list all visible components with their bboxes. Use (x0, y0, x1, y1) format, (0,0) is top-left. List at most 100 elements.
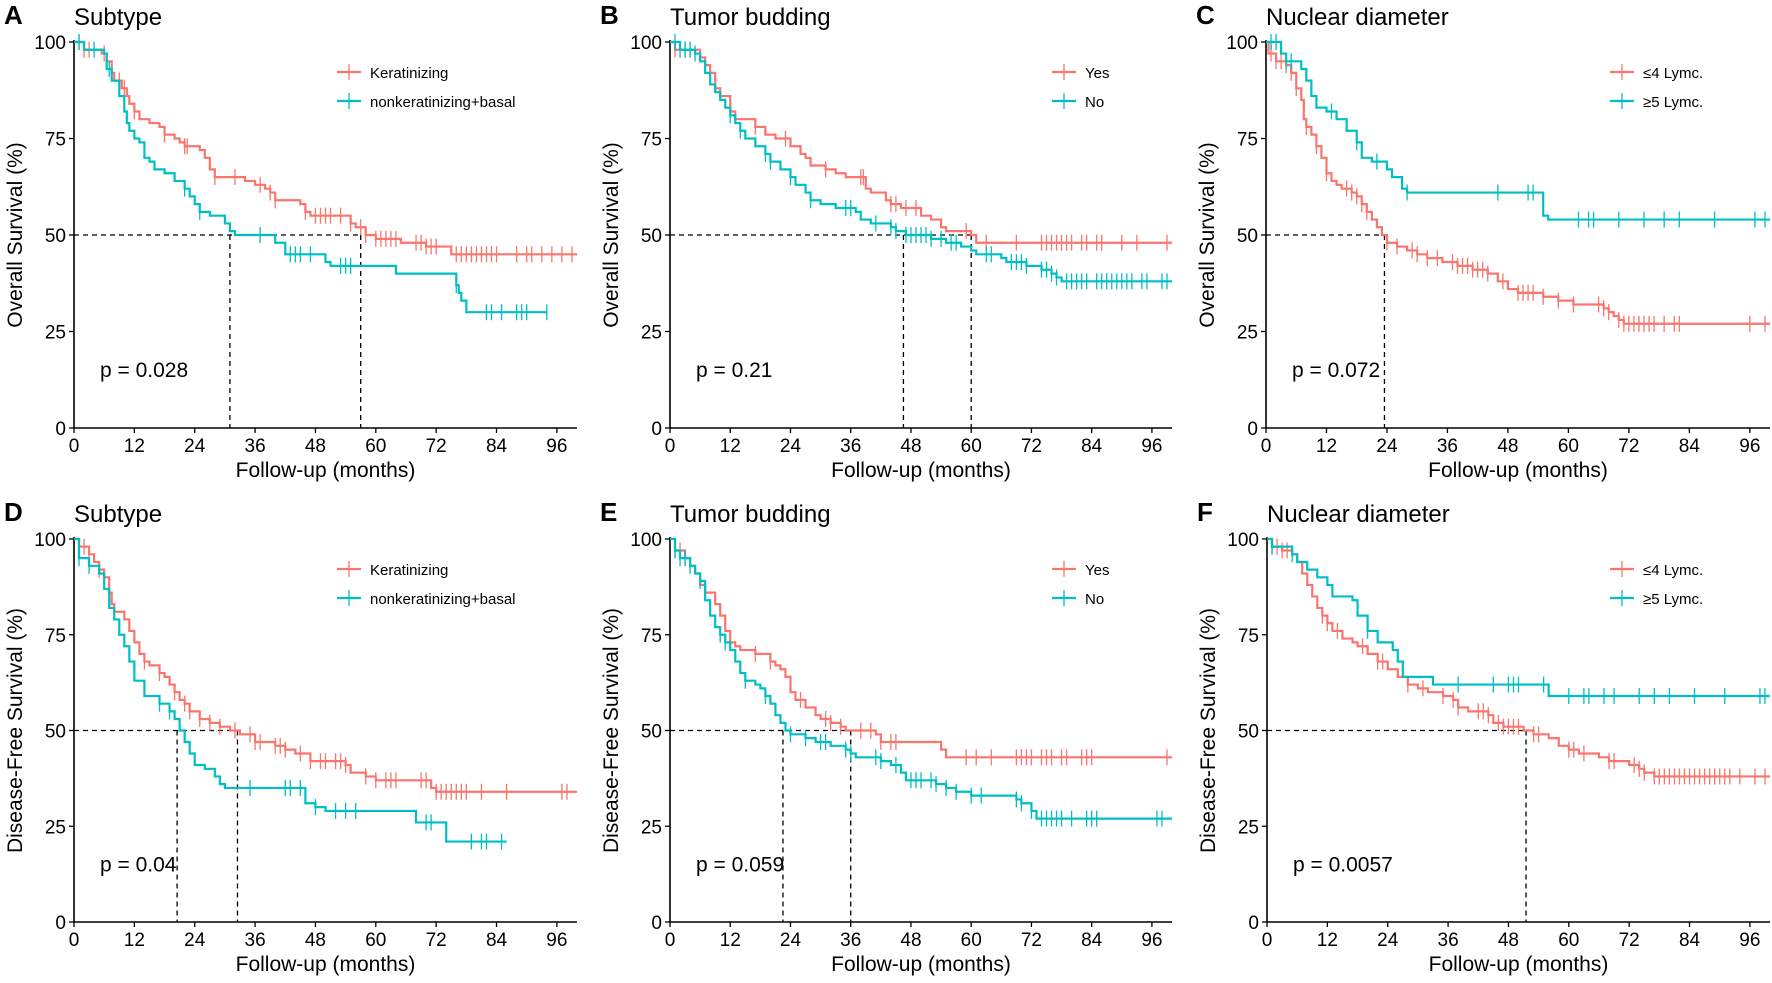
series-group2 (74, 537, 507, 850)
x-tick-label: 24 (184, 436, 206, 457)
x-tick-label: 36 (1438, 930, 1459, 951)
legend: Keratinizing nonkeratinizing+basal (337, 561, 516, 608)
x-tick-label: 48 (1498, 930, 1519, 951)
series-group1 (1266, 40, 1770, 332)
y-tick-label: 50 (1237, 226, 1258, 247)
y-tick-label: 50 (641, 226, 662, 247)
x-axis-title: Follow-up (months) (236, 459, 416, 482)
y-tick-label: 100 (1226, 33, 1258, 54)
y-tick-label: 75 (45, 130, 66, 151)
x-tick-label: 0 (1261, 436, 1272, 457)
y-tick-label: 100 (34, 33, 66, 54)
x-tick-label: 36 (840, 436, 861, 457)
y-tick-label: 25 (1238, 817, 1259, 838)
y-tick-label: 0 (55, 419, 66, 440)
p-value-label: p = 0.21 (696, 359, 772, 382)
y-tick-label: 75 (1237, 130, 1258, 151)
x-tick-label: 60 (961, 436, 982, 457)
series-group2 (670, 34, 1172, 290)
x-tick-label: 84 (1679, 436, 1701, 457)
x-tick-label: 12 (720, 436, 741, 457)
x-tick-label: 36 (1437, 436, 1458, 457)
series-group2 (74, 34, 548, 321)
x-tick-label: 72 (1619, 930, 1640, 951)
x-tick-label: 72 (1021, 930, 1042, 951)
x-tick-label: 96 (1739, 436, 1760, 457)
y-tick-label: 25 (45, 817, 66, 838)
x-tick-label: 24 (184, 930, 206, 951)
y-tick-label: 75 (641, 130, 662, 151)
x-axis-title: Follow-up (months) (236, 953, 416, 976)
x-tick-label: 72 (1021, 436, 1042, 457)
y-tick-label: 50 (641, 722, 662, 743)
x-tick-label: 0 (1262, 930, 1273, 951)
x-tick-label: 60 (365, 436, 386, 457)
y-axis-title: Disease-Free Survival (%) (600, 608, 623, 853)
y-tick-label: 0 (1247, 419, 1258, 440)
y-tick-label: 25 (45, 323, 66, 344)
panel-e: E Tumor budding 0 25 50 75 100 0 12 24 36 48 60 72 84 9… (600, 497, 1172, 976)
km-curve-line (1266, 40, 1770, 325)
legend-label: ≥5 Lymc. (1643, 94, 1703, 111)
x-tick-label: 84 (486, 930, 508, 951)
y-axis-title: Overall Survival (%) (600, 142, 623, 328)
y-axis-title: Overall Survival (%) (4, 142, 27, 328)
x-tick-label: 24 (1376, 436, 1398, 457)
x-tick-label: 72 (426, 436, 447, 457)
x-tick-label: 84 (1081, 930, 1103, 951)
legend: Yes No (1052, 561, 1109, 608)
x-tick-label: 48 (305, 930, 326, 951)
x-tick-label: 84 (1679, 930, 1701, 951)
panel-title: Tumor budding (670, 501, 831, 528)
legend-label: nonkeratinizing+basal (370, 591, 516, 608)
y-tick-label: 0 (651, 913, 662, 934)
x-tick-label: 48 (1497, 436, 1518, 457)
x-tick-label: 24 (1377, 930, 1399, 951)
legend: ≤4 Lymc. ≥5 Lymc. (1610, 561, 1703, 608)
panel-b: B Tumor budding 0 25 50 75 100 0 12 24 36 48 60 72 84 9… (600, 0, 1172, 482)
legend-label: nonkeratinizing+basal (370, 94, 516, 111)
legend-label: Yes (1085, 562, 1109, 579)
legend-label: No (1085, 591, 1104, 608)
legend: Yes No (1052, 64, 1109, 111)
x-tick-label: 36 (840, 930, 861, 951)
p-value-label: p = 0.0057 (1293, 854, 1393, 877)
x-tick-label: 12 (1317, 930, 1338, 951)
y-tick-label: 100 (1227, 530, 1259, 551)
y-tick-label: 25 (641, 323, 662, 344)
series-group1 (74, 537, 577, 800)
y-tick-label: 25 (1237, 323, 1258, 344)
p-value-label: p = 0.028 (100, 359, 188, 382)
x-tick-label: 24 (780, 930, 802, 951)
x-tick-label: 72 (1618, 436, 1639, 457)
x-axis-title: Follow-up (months) (831, 459, 1011, 482)
panel-d: D Subtype 0 25 50 75 100 0 12 24 36 48 60 72 84 96 Follo… (4, 497, 577, 976)
y-tick-label: 75 (1238, 626, 1259, 647)
x-tick-label: 96 (1141, 436, 1162, 457)
x-tick-label: 48 (900, 930, 921, 951)
series-group1 (74, 34, 577, 263)
x-tick-label: 0 (69, 930, 80, 951)
x-tick-label: 96 (546, 436, 567, 457)
y-tick-label: 50 (45, 226, 66, 247)
km-curve-line (670, 537, 1172, 820)
x-axis-title: Follow-up (months) (831, 953, 1011, 976)
x-axis-title: Follow-up (months) (1429, 953, 1609, 976)
legend-label: Keratinizing (370, 562, 448, 579)
x-tick-label: 12 (1316, 436, 1337, 457)
panel-letter: E (600, 497, 617, 527)
x-axis-title: Follow-up (months) (1428, 459, 1608, 482)
y-tick-label: 50 (45, 722, 66, 743)
panel-f: F Nuclear diameter 0 25 50 75 100 0 12 24 36 48 60 72… (1197, 497, 1770, 976)
y-tick-label: 50 (1238, 722, 1259, 743)
p-value-label: p = 0.04 (100, 854, 177, 877)
km-curve-line (74, 40, 577, 256)
panel-title: Nuclear diameter (1267, 501, 1450, 528)
x-tick-label: 0 (69, 436, 80, 457)
y-tick-label: 100 (630, 530, 662, 551)
panel-title: Subtype (74, 4, 162, 31)
legend: ≤4 Lymc. ≥5 Lymc. (1610, 64, 1703, 111)
panel-letter: B (600, 0, 619, 30)
panel-title: Subtype (74, 501, 162, 528)
panel-letter: C (1196, 0, 1215, 30)
